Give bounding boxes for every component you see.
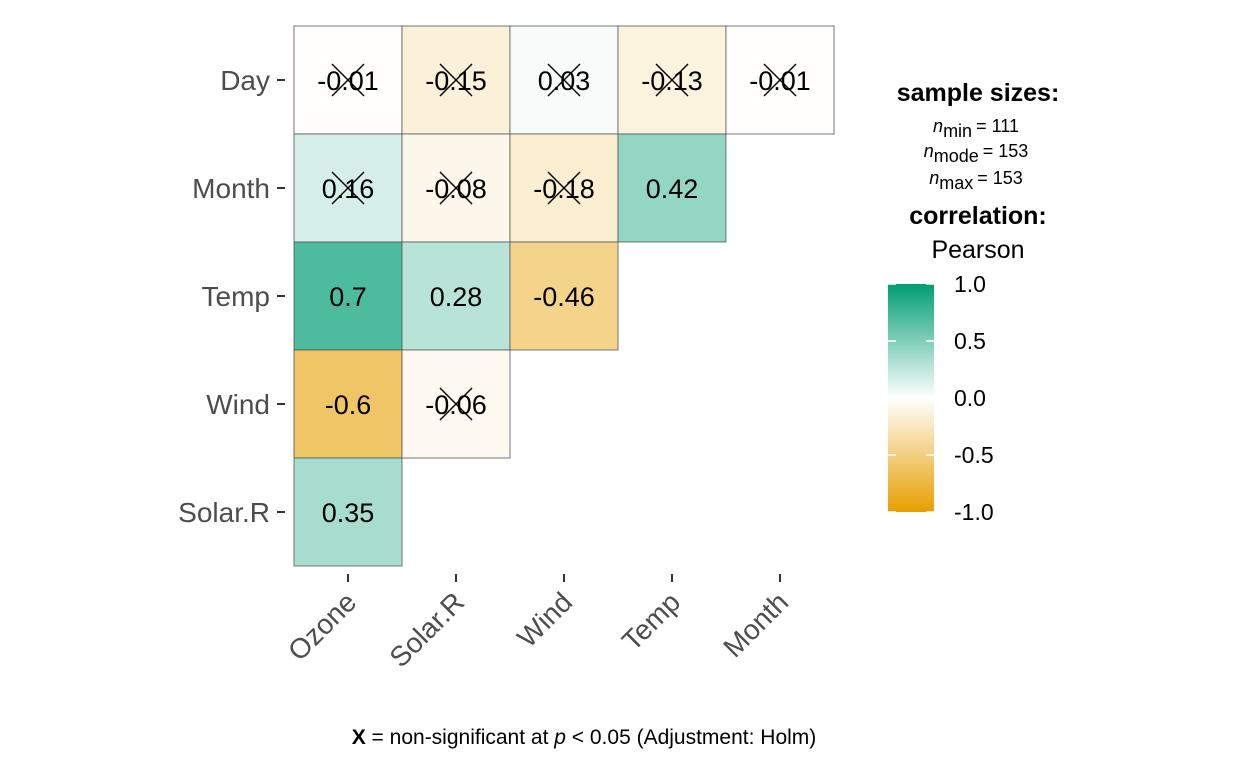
legend-tick-label: -0.5 bbox=[954, 442, 994, 468]
heatmap-cell-ozone-solar-r: 0.35 bbox=[293, 457, 403, 567]
non-significant-cross-line bbox=[331, 63, 365, 97]
cell-value-label: 0.16 bbox=[322, 174, 375, 204]
cell-value-label: -0.46 bbox=[533, 282, 595, 312]
heatmap-cell-ozone-month: 0.16 bbox=[293, 133, 403, 243]
non-significant-cross-line bbox=[439, 387, 473, 421]
caption-x-mark: X bbox=[352, 726, 366, 749]
legend-n-min: nmin = 111 bbox=[933, 116, 1019, 141]
cell-value-label: 0.03 bbox=[538, 66, 591, 96]
cell-value-label: 0.28 bbox=[430, 282, 483, 312]
legend-ticks: 1.0 0.5 0.0 -0.5 -1.0 bbox=[888, 271, 994, 525]
cell-value-label: -0.13 bbox=[641, 66, 703, 96]
heatmap-cell-solar-r-day: -0.15 bbox=[401, 25, 511, 135]
cell-rect bbox=[293, 457, 403, 567]
cell-value-label: -0.6 bbox=[325, 390, 372, 420]
legend-sample-sizes-title: sample sizes: bbox=[897, 79, 1060, 107]
non-significant-cross-line bbox=[547, 171, 581, 205]
heatmap-cell-ozone-day: -0.01 bbox=[293, 25, 403, 135]
cell-value-label: -0.18 bbox=[533, 174, 595, 204]
caption-part1: = non-significant at bbox=[366, 726, 555, 749]
x-tick-label: Wind bbox=[511, 586, 578, 653]
legend-tick-label: -1.0 bbox=[954, 499, 994, 525]
non-significant-cross-line bbox=[439, 63, 473, 97]
x-tick-label: Ozone bbox=[282, 586, 362, 666]
x-tick-label: Solar.R bbox=[383, 586, 470, 673]
y-axis: Day Month Temp Wind Solar.R bbox=[178, 65, 285, 528]
y-tick-label: Month bbox=[192, 173, 270, 204]
non-significant-cross-line bbox=[439, 171, 473, 205]
heatmap-cell-temp-month: 0.42 bbox=[617, 133, 727, 243]
caption-part2: < 0.05 (Adjustment: Holm) bbox=[566, 726, 816, 749]
cell-value-label: 0.35 bbox=[322, 498, 375, 528]
legend-n-max-value: = 153 bbox=[977, 168, 1023, 188]
legend-n-max: nmax = 153 bbox=[929, 168, 1023, 193]
legend-n-min-sub: min bbox=[943, 121, 972, 141]
legend-n-mode-value: = 153 bbox=[983, 141, 1029, 161]
cell-rect bbox=[509, 241, 619, 351]
legend-n-mode-sub: mode bbox=[934, 146, 979, 166]
cell-value-label: -0.15 bbox=[425, 66, 487, 96]
legend-n-symbol: n bbox=[929, 168, 939, 188]
legend-n-min-value: = 111 bbox=[976, 116, 1019, 136]
y-tick-label: Wind bbox=[206, 389, 270, 420]
y-tick-label: Solar.R bbox=[178, 497, 270, 528]
non-significant-cross-line bbox=[331, 171, 365, 205]
heatmap-cell-wind-temp: -0.46 bbox=[509, 241, 619, 351]
legend-n-symbol: n bbox=[933, 116, 943, 136]
legend-tick-label: 1.0 bbox=[954, 271, 986, 297]
heatmap-cell-solar-r-month: -0.08 bbox=[401, 133, 511, 243]
heatmap-cell-ozone-temp: 0.7 bbox=[293, 241, 403, 351]
cell-rect bbox=[293, 241, 403, 351]
non-significant-cross-line bbox=[655, 63, 689, 97]
heatmap-cell-ozone-wind: -0.6 bbox=[293, 349, 403, 459]
cell-value-label: -0.01 bbox=[749, 66, 811, 96]
legend-n-symbol: n bbox=[924, 141, 934, 161]
heatmap-cell-month-day: -0.01 bbox=[725, 25, 835, 135]
legend-correlation-method: Pearson bbox=[931, 236, 1024, 264]
legend-tick-label: 0.5 bbox=[954, 328, 986, 354]
cell-rect bbox=[401, 241, 511, 351]
x-axis: Ozone Solar.R Wind Temp Month bbox=[282, 574, 794, 673]
legend-correlation-title: correlation: bbox=[909, 202, 1047, 230]
legend-n-max-sub: max bbox=[939, 173, 973, 193]
cell-value-label: -0.06 bbox=[425, 390, 487, 420]
caption: X = non-significant at p < 0.05 (Adjustm… bbox=[352, 726, 817, 749]
legend-tick-label: 0.0 bbox=[954, 385, 986, 411]
non-significant-cross-line bbox=[763, 63, 797, 97]
cell-value-label: 0.7 bbox=[329, 282, 367, 312]
heatmap-cell-solar-r-temp: 0.28 bbox=[401, 241, 511, 351]
heatmap-cells: -0.01 -0.15 0.03 -0.13 -0.01 0.16 -0.08 -0.18 0.… bbox=[293, 25, 835, 567]
heatmap-cell-temp-day: -0.13 bbox=[617, 25, 727, 135]
heatmap-cell-wind-day: 0.03 bbox=[509, 25, 619, 135]
cell-rect bbox=[617, 133, 727, 243]
x-tick-label: Month bbox=[717, 586, 794, 663]
legend: sample sizes: nmin = 111 nmode = 153 nmax =… bbox=[888, 79, 1059, 525]
heatmap-cell-wind-month: -0.18 bbox=[509, 133, 619, 243]
heatmap-cell-solar-r-wind: -0.06 bbox=[401, 349, 511, 459]
cell-value-label: -0.08 bbox=[425, 174, 487, 204]
y-tick-label: Temp bbox=[202, 281, 270, 312]
x-tick-label: Temp bbox=[616, 586, 686, 656]
cell-value-label: 0.42 bbox=[646, 174, 699, 204]
y-tick-label: Day bbox=[220, 65, 270, 96]
caption-p-symbol: p bbox=[553, 726, 566, 749]
legend-n-mode: nmode = 153 bbox=[924, 141, 1029, 166]
cell-value-label: -0.01 bbox=[317, 66, 379, 96]
cell-rect bbox=[293, 349, 403, 459]
non-significant-cross-line bbox=[547, 63, 581, 97]
